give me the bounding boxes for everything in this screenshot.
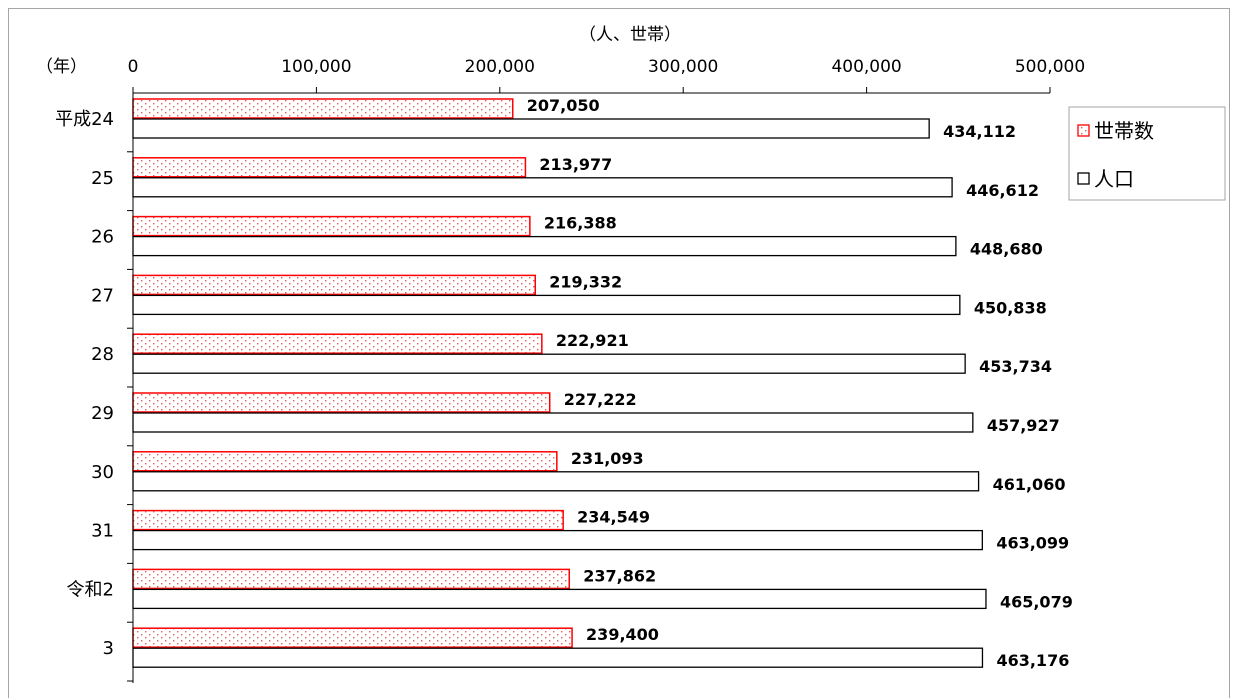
bar-households	[132, 274, 537, 296]
value-label-households: 227,222	[564, 390, 637, 409]
category-labels: 平成24 25 26 27 28 29 30 31 令和2 3	[55, 109, 133, 682]
bars	[132, 98, 987, 668]
value-label-households: 234,549	[577, 508, 650, 527]
bar-households	[132, 509, 564, 531]
x-tick-label: 200,000	[465, 57, 535, 77]
value-label-households: 239,400	[586, 625, 659, 644]
bar-households	[132, 157, 527, 178]
bar-population	[132, 647, 984, 668]
bar-population	[132, 412, 974, 433]
value-label-population: 434,112	[943, 122, 1016, 141]
bar-population	[132, 471, 980, 492]
value-label-population: 463,176	[996, 651, 1069, 670]
legend-label-population: 人口	[1094, 167, 1134, 191]
category-label: 3	[103, 638, 114, 659]
y-axis-unit-label: （年）	[36, 57, 87, 77]
value-label-households: 222,921	[556, 331, 629, 350]
category-label: 29	[91, 403, 114, 424]
bar-households	[132, 451, 558, 472]
value-label-population: 463,099	[996, 534, 1069, 553]
category-label: 30	[91, 462, 114, 483]
bar-households	[132, 568, 570, 590]
value-label-households: 213,977	[539, 155, 612, 174]
bar-population	[132, 118, 930, 139]
bar-population	[132, 235, 957, 257]
bar-population	[132, 529, 983, 551]
bar-households	[132, 333, 543, 354]
x-tick-label: 0	[128, 57, 139, 77]
bar-population	[132, 294, 961, 316]
category-label: 25	[91, 168, 114, 189]
legend-swatch-households	[1077, 124, 1090, 137]
legend: 世帯数 人口	[1068, 106, 1226, 201]
value-label-population: 446,612	[966, 181, 1039, 200]
bar-population	[132, 353, 966, 374]
x-tick-label: 300,000	[648, 57, 718, 77]
bar-households	[132, 627, 573, 648]
value-label-households: 219,332	[549, 272, 622, 291]
category-label: 28	[91, 344, 114, 365]
bar-population	[132, 177, 953, 198]
legend-box	[1068, 106, 1226, 201]
category-label: 26	[91, 227, 114, 248]
chart-frame	[8, 8, 1230, 698]
x-axis-ticks: 0 100,000 200,000 300,000 400,000 500,000	[128, 57, 1085, 93]
value-label-population: 450,838	[974, 298, 1047, 317]
category-label: 平成24	[55, 109, 114, 130]
value-label-households: 237,862	[583, 566, 656, 585]
category-label: 27	[91, 285, 114, 306]
x-tick-label: 100,000	[281, 57, 351, 77]
bar-households	[132, 392, 551, 413]
category-label: 令和2	[67, 579, 114, 600]
legend-swatch-population	[1077, 172, 1090, 185]
x-tick-label: 500,000	[1015, 57, 1085, 77]
value-label-population: 453,734	[979, 357, 1052, 376]
x-tick-label: 400,000	[831, 57, 901, 77]
x-axis-unit-label: （人、世帯）	[579, 25, 681, 45]
value-label-households: 231,093	[571, 449, 644, 468]
legend-label-households: 世帯数	[1094, 119, 1154, 143]
bar-chart: （人、世帯） （年） 0 100,000 200,000 300,000 400,000…	[36, 25, 1226, 683]
value-labels: 207,050 434,112 213,977 446,612 216,388 448,6…	[527, 96, 1073, 670]
bar-population	[132, 588, 987, 610]
category-label: 31	[91, 521, 114, 542]
bar-households	[132, 215, 531, 237]
value-label-households: 216,388	[544, 214, 617, 233]
value-label-households: 207,050	[527, 96, 600, 115]
value-label-population: 465,079	[1000, 592, 1073, 611]
bar-households	[132, 98, 514, 119]
value-label-population: 448,680	[970, 240, 1043, 259]
value-label-population: 457,927	[987, 416, 1060, 435]
value-label-population: 461,060	[993, 475, 1066, 494]
